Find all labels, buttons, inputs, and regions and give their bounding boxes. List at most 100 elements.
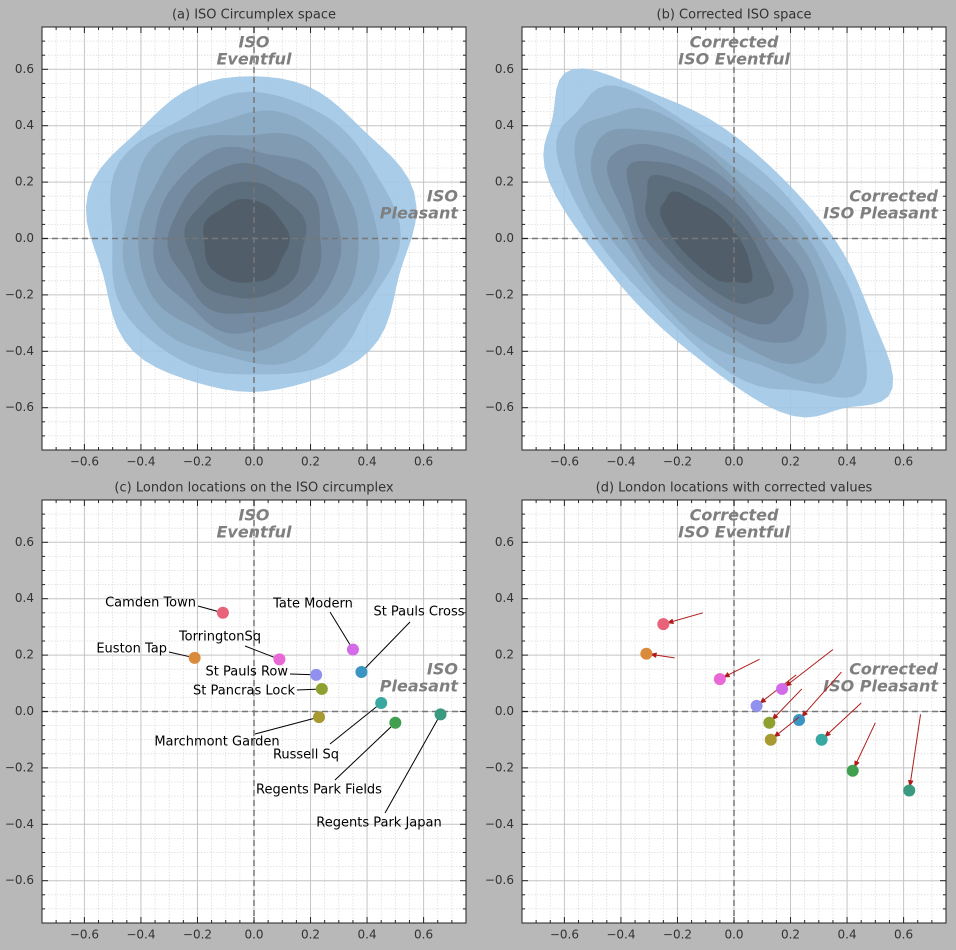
point [713,673,726,686]
quadrant-annotation: ISO [427,660,458,679]
x-tick-label: 0.6 [894,928,913,942]
y-tick-label: −0.2 [5,287,34,301]
shift-arrow [666,612,704,624]
y-tick-label: −0.4 [485,817,514,831]
label-leader [289,673,311,676]
shift-arrow [824,702,862,738]
point [273,653,286,666]
label-leader [329,706,377,745]
shift-arrow [773,716,800,738]
x-tick-label: −0.6 [70,928,99,942]
y-tick-label: −0.2 [485,287,514,301]
quadrant-annotation: Corrected [690,506,779,525]
y-tick-label: 0.0 [15,704,34,718]
quadrant-annotation: Corrected [849,187,938,206]
quadrant-annotation: Eventful [216,50,292,69]
x-tick-label: 0.2 [301,928,320,942]
x-tick-label: 0.4 [838,928,857,942]
x-tick-label: 0.6 [414,455,433,469]
point [846,764,859,777]
x-tick-label: 0.2 [781,928,800,942]
label-leader [197,605,218,612]
point [903,784,916,797]
y-tick-label: −0.2 [485,760,514,774]
panel-title: (c) London locations on the ISO circumpl… [114,481,393,496]
density-contour [203,198,290,283]
point [188,651,201,664]
point [640,647,653,660]
label-leader [329,611,351,645]
panel-title: (a) ISO Circumplex space [172,8,336,23]
point [434,708,447,721]
y-tick-label: 0.4 [15,591,34,605]
x-tick-label: −0.4 [126,928,155,942]
shift-arrow [722,658,760,678]
label-leader [254,718,314,735]
shift-arrow [907,714,922,788]
point [776,682,789,695]
y-tick-label: −0.2 [5,760,34,774]
x-tick-label: −0.6 [550,928,579,942]
y-tick-label: 0.6 [495,535,514,549]
y-tick-label: 0.6 [15,535,34,549]
point [763,716,776,729]
y-tick-label: −0.6 [485,400,514,414]
point-label: Regents Park Fields [256,783,382,798]
quadrant-annotation: ISO [238,33,269,52]
shift-arrow [649,652,675,659]
x-tick-label: −0.6 [70,455,99,469]
point-label: St Pauls Cross [373,605,464,620]
panel-title: (d) London locations with corrected valu… [596,481,873,496]
plot-content [522,27,946,450]
shift-arrow [784,649,834,687]
quadrant-annotation: Corrected [849,660,938,679]
x-tick-label: −0.4 [126,455,155,469]
density-contour [660,191,753,284]
y-tick-label: −0.4 [5,817,34,831]
x-tick-label: −0.2 [183,928,212,942]
y-tick-label: 0.0 [495,704,514,718]
x-tick-label: −0.4 [606,455,635,469]
y-tick-label: 0.2 [15,648,34,662]
y-tick-label: 0.6 [495,62,514,76]
quadrant-annotation: Corrected [690,33,779,52]
x-tick-label: −0.2 [663,455,692,469]
y-tick-label: 0.0 [495,231,514,245]
point [315,682,328,695]
y-tick-label: 0.4 [15,118,34,132]
y-tick-label: 0.6 [15,62,34,76]
y-tick-label: −0.6 [485,873,514,887]
x-tick-label: 0.6 [414,928,433,942]
x-tick-label: 0.4 [358,455,377,469]
x-tick-label: 0.0 [244,928,263,942]
quadrant-annotation: Eventful [216,523,292,542]
x-tick-label: 0.0 [724,455,743,469]
plot-content [42,500,466,923]
point [355,666,368,679]
x-tick-label: −0.4 [606,928,635,942]
quadrant-annotation: ISO Pleasant [823,677,939,696]
x-tick-label: 0.0 [244,455,263,469]
point-label: Regents Park Japan [316,816,441,831]
x-tick-label: 0.2 [781,455,800,469]
quadrant-annotation: ISO [238,506,269,525]
label-leader [296,688,316,691]
quadrant-annotation: ISO Pleasant [823,204,939,223]
point [216,606,229,619]
point [764,733,777,746]
point-label: Marchmont Garden [154,735,279,750]
point [346,643,359,656]
shift-arrow [801,671,842,718]
y-tick-label: 0.4 [495,118,514,132]
point-label: Euston Tap [96,642,167,657]
y-tick-label: 0.4 [495,591,514,605]
x-tick-label: −0.2 [183,455,212,469]
x-tick-label: −0.6 [550,455,579,469]
point-label: St Pauls Row [206,665,289,680]
quadrant-annotation: Pleasant [380,204,460,223]
label-leader [244,645,275,658]
